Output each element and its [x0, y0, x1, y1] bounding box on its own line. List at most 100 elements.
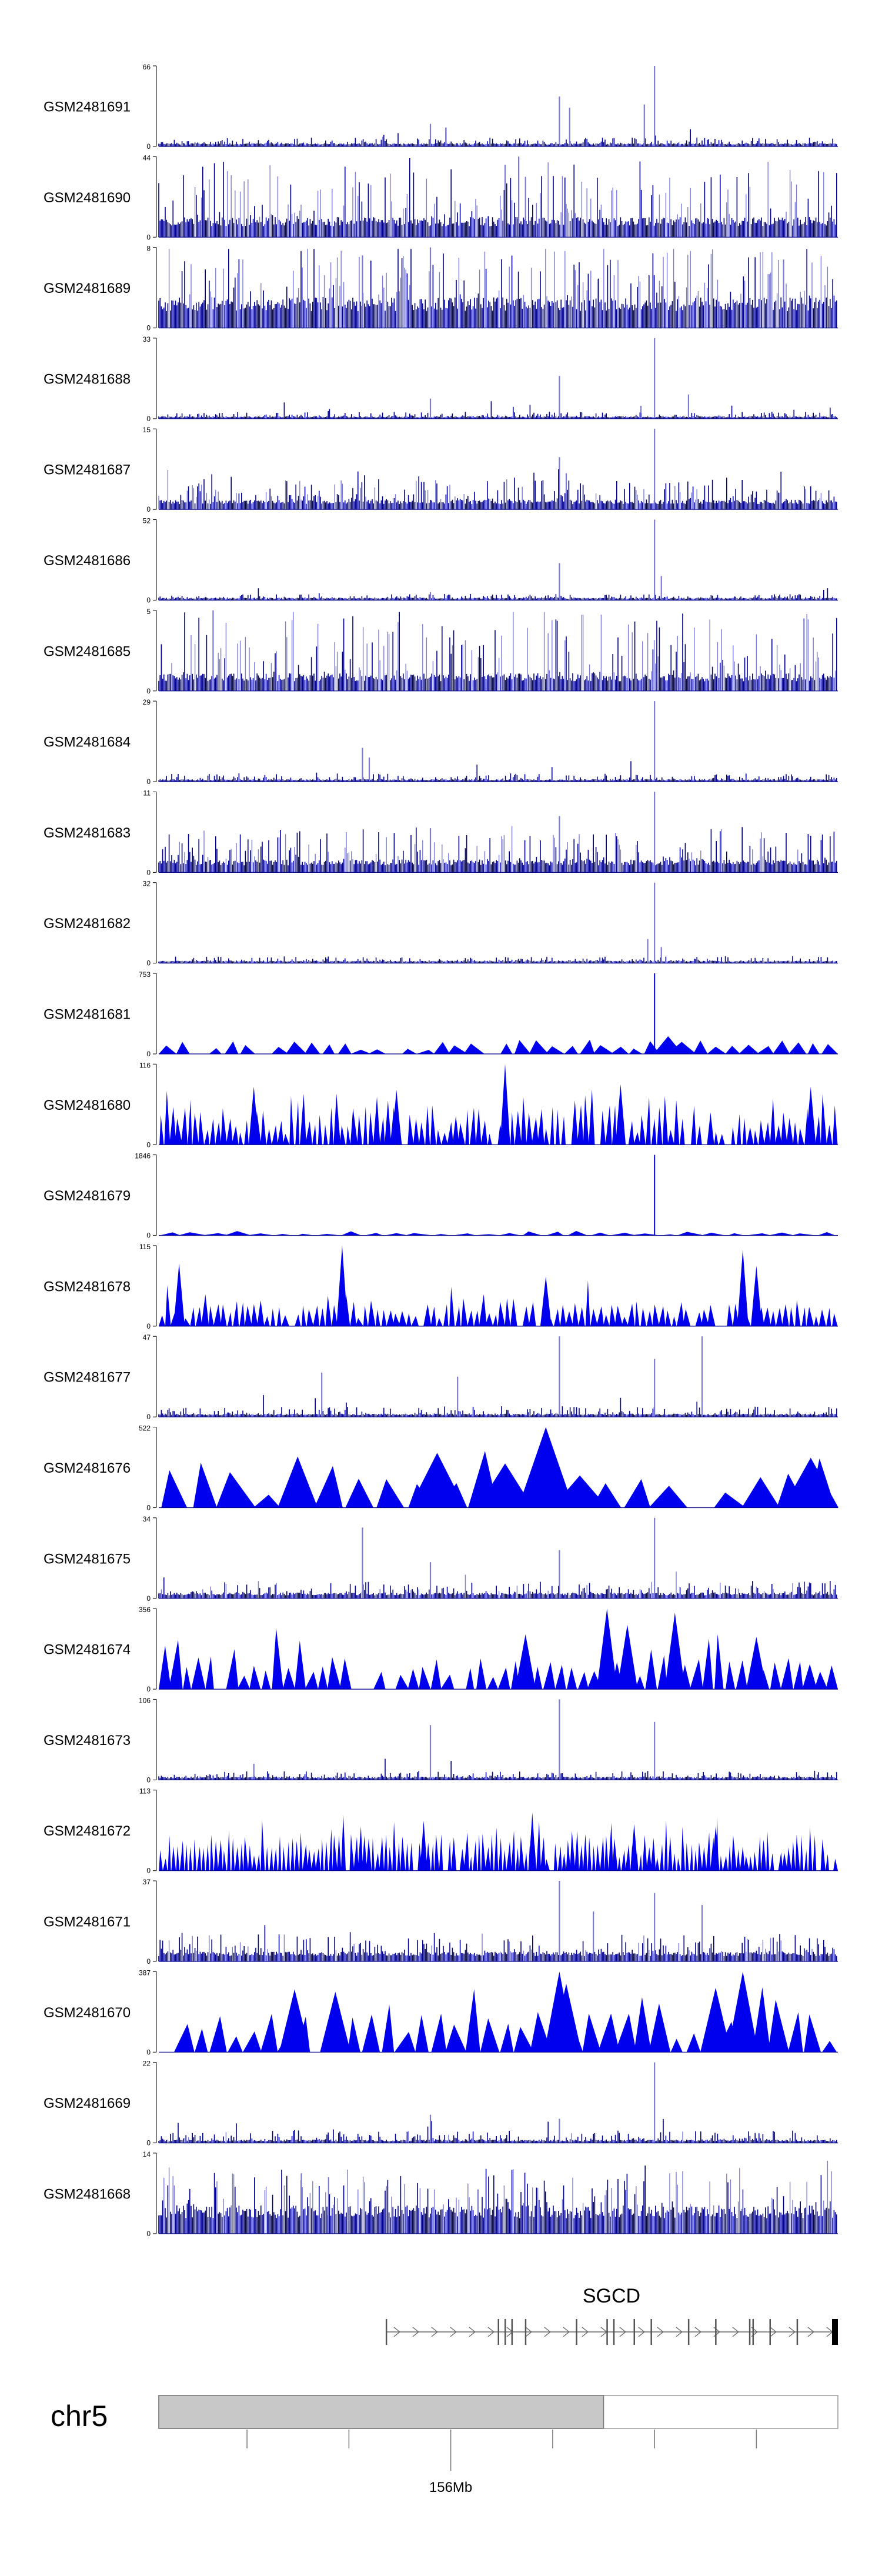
y-min-label: 0 — [146, 415, 151, 423]
strand-arrow — [412, 2327, 419, 2337]
coverage-dense — [158, 2165, 837, 2234]
track-label: GSM2481690 — [44, 190, 131, 206]
exon-9 — [650, 2319, 652, 2345]
exon-12 — [749, 2319, 751, 2345]
coverage-area — [159, 1814, 838, 1871]
peak-4 — [320, 1991, 351, 2053]
coverage-area — [161, 1451, 836, 1508]
peak-2 — [630, 1824, 638, 1871]
y-min-label: 0 — [146, 1140, 151, 1149]
y-max-label: 5 — [146, 608, 151, 616]
y-min-label: 0 — [146, 687, 151, 695]
strand-arrow — [770, 2327, 777, 2337]
y-min-label: 0 — [146, 2230, 151, 2238]
track-label: GSM2481682 — [44, 916, 131, 932]
track-GSM2481679: GSM2481679 1846 0 — [44, 1152, 838, 1240]
y-min-label: 0 — [146, 1867, 151, 1875]
track-label: GSM2481673 — [44, 1733, 131, 1749]
y-min-label: 0 — [146, 1504, 151, 1512]
coverage-light — [171, 612, 836, 691]
peak-3 — [751, 1266, 762, 1326]
y-max-label: 11 — [143, 789, 151, 797]
y-min-label: 0 — [146, 1232, 151, 1240]
strand-arrow — [676, 2327, 683, 2337]
peak-3 — [249, 1086, 259, 1145]
track-label: GSM2481691 — [44, 99, 131, 115]
y-min-label: 0 — [146, 505, 151, 513]
coverage-dense — [158, 827, 837, 873]
track-label: GSM2481683 — [44, 825, 131, 841]
track-label: GSM2481681 — [44, 1007, 131, 1023]
coverage-area — [174, 1987, 837, 2053]
y-min-label: 0 — [146, 1685, 151, 1693]
peak-4 — [552, 1475, 608, 1508]
track-label: GSM2481687 — [44, 462, 131, 478]
coverage-dense — [158, 612, 837, 691]
y-min-label: 0 — [146, 959, 151, 967]
coverage-area — [159, 1089, 838, 1145]
track-GSM2481686: GSM2481686 52 0 — [44, 517, 838, 605]
y-max-label: 8 — [146, 245, 151, 253]
peak-4 — [540, 1276, 552, 1326]
strand-arrow — [431, 2327, 438, 2337]
strand-arrow — [582, 2327, 589, 2337]
exon-8 — [633, 2319, 635, 2345]
coverage-light — [168, 1933, 813, 1961]
coverage-dense — [158, 158, 837, 238]
exon-6 — [606, 2319, 608, 2345]
exon-16 — [832, 2319, 838, 2345]
coverage-dense — [158, 249, 837, 328]
coverage-light — [168, 249, 828, 328]
coverage-light — [158, 470, 822, 510]
track-GSM2481682: GSM2481682 32 0 — [44, 880, 838, 967]
track-label: GSM2481689 — [44, 281, 131, 296]
exon-15 — [796, 2319, 799, 2345]
peak-2 — [727, 1971, 759, 2053]
peak-2 — [806, 1086, 816, 1145]
y-min-label: 0 — [146, 778, 151, 786]
strand-arrow — [450, 2327, 457, 2337]
track-label: GSM2481677 — [44, 1370, 131, 1386]
strand-arrow — [487, 2327, 495, 2337]
coverage-area — [159, 1038, 838, 1054]
track-GSM2481678: GSM2481678 115 0 — [44, 1243, 838, 1330]
coverage-dense — [158, 1577, 837, 1599]
peak-0 — [500, 1064, 510, 1145]
strand-arrow — [544, 2327, 551, 2337]
exon-2 — [505, 2319, 506, 2345]
y-max-label: 34 — [143, 1515, 151, 1523]
track-GSM2481674: GSM2481674 356 0 — [44, 1606, 838, 1693]
y-max-label: 33 — [143, 335, 151, 343]
exon-14 — [769, 2319, 771, 2345]
coverage-light — [179, 826, 799, 873]
coverage-light — [167, 2131, 683, 2143]
exon-11 — [715, 2319, 717, 2345]
strand-arrow — [563, 2327, 570, 2337]
peak-1 — [173, 1263, 185, 1326]
peak-1 — [664, 1613, 686, 1690]
coverage-dense — [158, 761, 837, 782]
peak-0 — [518, 1427, 574, 1508]
track-GSM2481672: GSM2481672 113 0 — [44, 1787, 838, 1875]
coverage-dense — [158, 588, 837, 600]
y-max-label: 32 — [143, 880, 151, 888]
exon-1 — [497, 2319, 499, 2345]
peak-3 — [477, 1463, 533, 1508]
signal-tracks: GSM2481691660GSM2481690440GSM248168980GS… — [44, 63, 838, 2238]
track-label: GSM2481671 — [44, 1914, 131, 1930]
peak-4 — [391, 1090, 402, 1145]
y-min-label: 0 — [146, 596, 151, 605]
track-GSM2481669: GSM2481669 22 0 — [44, 2060, 838, 2147]
y-max-label: 753 — [139, 970, 151, 979]
track-GSM2481683: GSM2481683 11 0 — [44, 789, 838, 876]
peak-2 — [667, 1042, 697, 1054]
y-min-label: 0 — [146, 324, 151, 332]
coverage-dense — [158, 127, 837, 146]
y-max-label: 115 — [139, 1243, 151, 1251]
y-max-label: 522 — [139, 1424, 151, 1433]
y-max-label: 29 — [143, 698, 151, 706]
peak-5 — [700, 1987, 731, 2053]
y-max-label: 387 — [139, 1968, 151, 1977]
strand-arrow — [694, 2327, 701, 2337]
